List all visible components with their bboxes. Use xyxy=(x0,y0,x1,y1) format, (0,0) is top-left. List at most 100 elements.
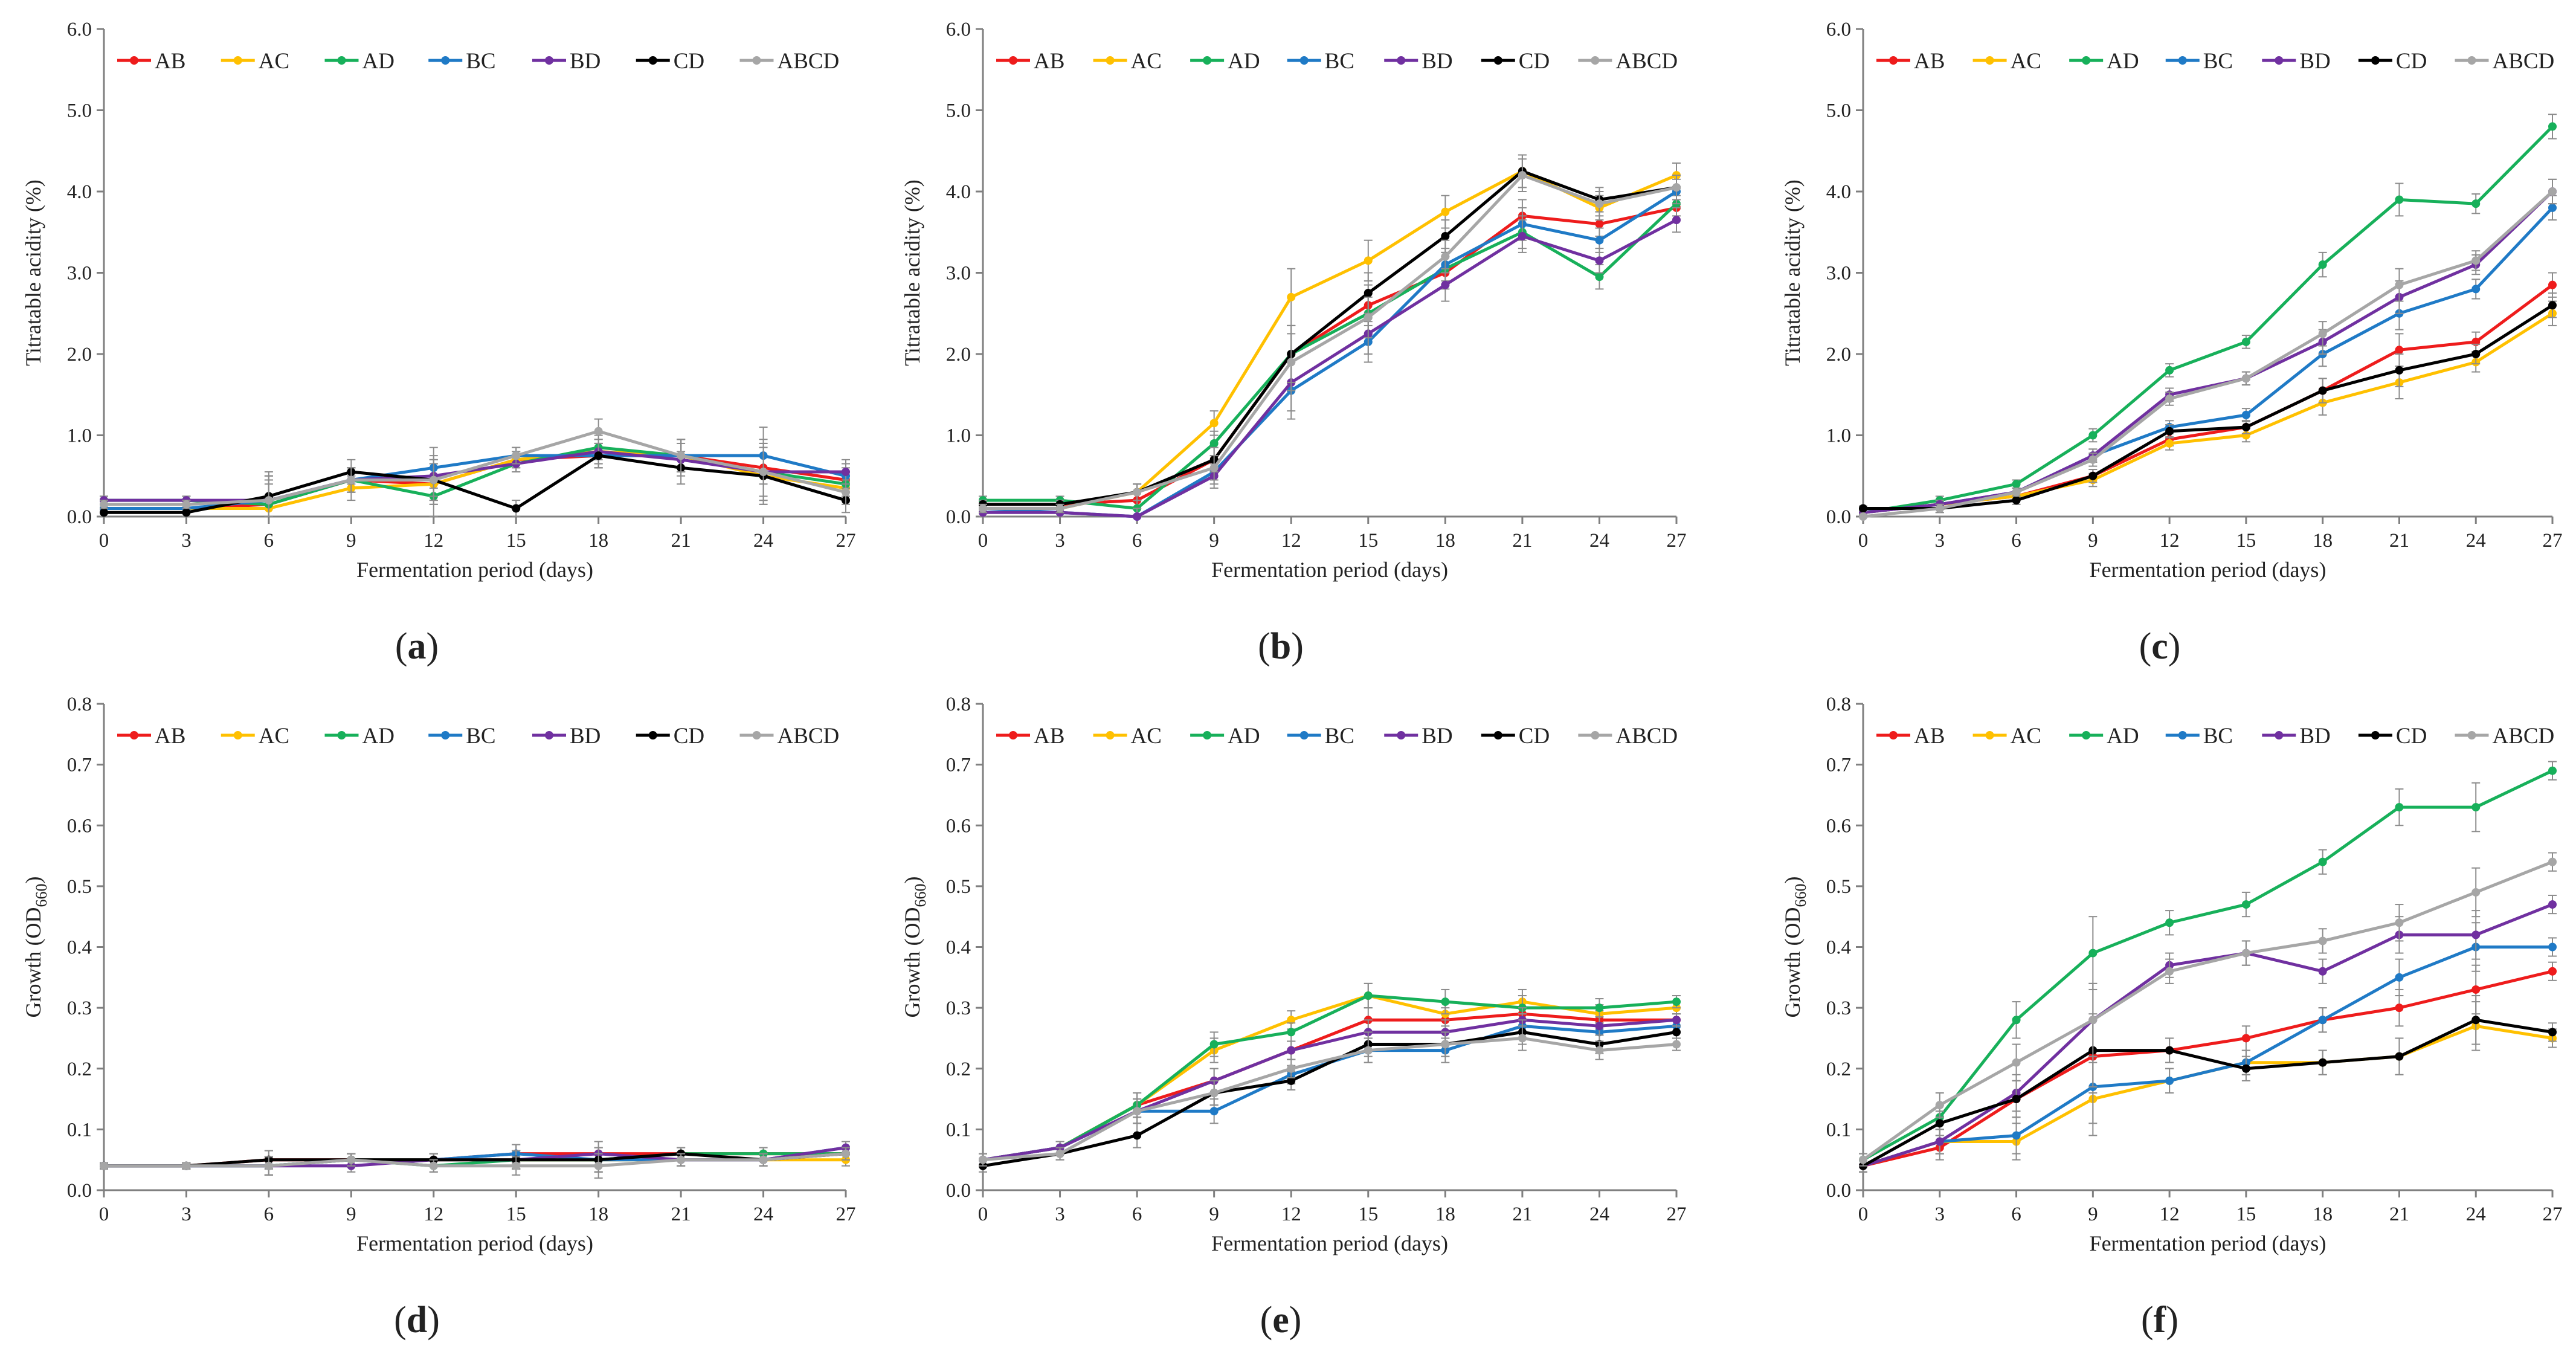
panel-label-open: ( xyxy=(2139,626,2152,667)
panel-label: (d) xyxy=(394,1300,440,1341)
y-tick-label: 1.0 xyxy=(67,425,92,447)
data-point-ab xyxy=(2548,967,2557,976)
data-point-ab xyxy=(2241,1034,2250,1043)
x-tick-label: 6 xyxy=(1132,530,1142,552)
series-line-bd xyxy=(982,1018,1677,1162)
data-point-ad xyxy=(2548,766,2557,775)
data-point-ab xyxy=(2548,280,2557,289)
data-point-ad xyxy=(2088,431,2098,440)
data-point-abcd xyxy=(1518,1034,1527,1043)
panel-label-close: ) xyxy=(427,626,439,667)
panel-label-open: ( xyxy=(395,626,408,667)
x-tick-label: 0 xyxy=(99,1203,109,1225)
series-line-bd xyxy=(104,449,846,502)
data-point-abcd xyxy=(512,1161,521,1170)
series-line-bd xyxy=(983,218,1678,518)
data-point-abcd xyxy=(1595,1046,1604,1055)
y-tick-label: 0.0 xyxy=(946,506,971,528)
data-point-abcd xyxy=(1441,1040,1450,1049)
data-point-cd xyxy=(1859,504,1867,513)
y-tick-label: 1.0 xyxy=(946,425,971,447)
x-tick-label: 24 xyxy=(1589,530,1609,552)
legend-label-abcd: ABCD xyxy=(1615,724,1678,749)
y-axis-title-close: ) xyxy=(900,877,924,884)
data-point-ad xyxy=(2471,199,2481,208)
x-tick-label: 9 xyxy=(1209,530,1219,552)
data-point-cd xyxy=(2012,496,2021,505)
data-point-abcd xyxy=(1595,199,1604,208)
data-point-abcd xyxy=(512,451,521,460)
x-tick-label: 0 xyxy=(99,530,109,552)
y-tick-label: 0.5 xyxy=(1826,876,1851,898)
y-axis-title: Growth (OD660) xyxy=(900,877,929,1018)
data-point-ac xyxy=(1364,256,1373,265)
legend-marker-ad xyxy=(337,731,346,739)
series-abcd xyxy=(1859,178,2557,521)
legend-marker-bd xyxy=(2275,731,2284,739)
x-tick-label: 15 xyxy=(2236,1203,2256,1225)
series-bd xyxy=(1859,178,2557,517)
legend-marker-ac xyxy=(233,731,242,739)
legend-label-ac: AC xyxy=(1131,49,1162,74)
legend-label-bd: BD xyxy=(2299,49,2330,74)
y-tick-label: 6.0 xyxy=(67,19,92,40)
data-point-abcd xyxy=(1859,1155,1867,1164)
legend-label-bc: BC xyxy=(1325,49,1354,74)
data-point-abcd xyxy=(429,475,438,485)
data-point-cd xyxy=(1133,1131,1142,1140)
x-tick-label: 0 xyxy=(1858,1203,1869,1225)
data-point-cd xyxy=(512,504,521,513)
series-ab xyxy=(1859,272,2557,517)
data-point-bd xyxy=(1518,231,1527,240)
data-point-abcd xyxy=(2318,329,2327,338)
data-point-cd xyxy=(1364,289,1373,298)
x-tick-label: 27 xyxy=(1667,1203,1687,1225)
x-tick-label: 12 xyxy=(1281,1203,1301,1225)
y-tick-label: 0.0 xyxy=(67,1180,92,1202)
x-tick-label: 27 xyxy=(1667,530,1687,552)
legend-label-bc: BC xyxy=(2203,49,2233,74)
series-abcd xyxy=(100,1147,850,1179)
legend-marker-abcd xyxy=(752,731,761,739)
legend-label-bd: BD xyxy=(570,724,601,749)
panel-label: (a) xyxy=(395,626,439,667)
x-tick-label: 3 xyxy=(1055,530,1065,552)
data-point-abcd xyxy=(2548,857,2557,866)
panel-label-close: ) xyxy=(1291,626,1304,667)
y-tick-label: 3.0 xyxy=(67,263,92,285)
data-point-abcd xyxy=(2395,280,2404,289)
legend-marker-bd xyxy=(544,731,553,739)
x-tick-label: 9 xyxy=(2088,1203,2098,1225)
legend-marker-ad xyxy=(337,56,346,65)
x-tick-label: 9 xyxy=(1209,1203,1219,1225)
data-point-abcd xyxy=(1287,358,1296,367)
data-point-bd xyxy=(1672,216,1681,225)
legend-label-ab: AB xyxy=(1914,49,1945,74)
y-tick-label: 0.8 xyxy=(67,694,92,715)
x-tick-label: 27 xyxy=(2543,1203,2563,1225)
y-axis-title-main: Growth (OD xyxy=(900,907,924,1018)
legend-label-ab: AB xyxy=(155,724,185,749)
y-tick-label: 5.0 xyxy=(67,100,92,122)
legend-label-bd: BD xyxy=(2299,724,2330,749)
y-axis-title: Growth (OD660) xyxy=(21,877,50,1018)
data-point-abcd xyxy=(759,1155,768,1164)
data-point-cd xyxy=(2395,366,2404,375)
data-point-abcd xyxy=(1859,512,1867,521)
x-tick-label: 15 xyxy=(2236,530,2256,552)
legend-marker-bc xyxy=(1299,731,1309,739)
data-point-ad xyxy=(2395,195,2404,204)
series-line-ab xyxy=(1863,283,2554,514)
panel-label-close: ) xyxy=(427,1300,440,1341)
y-tick-label: 0.6 xyxy=(67,815,92,837)
series-line-ad xyxy=(983,202,1678,511)
data-point-abcd xyxy=(100,1161,108,1170)
legend-marker-ac xyxy=(1985,56,1994,65)
panel-label-close: ) xyxy=(2168,626,2181,667)
series-abcd xyxy=(979,1025,1681,1167)
y-axis-title: Growth (OD660) xyxy=(1780,877,1809,1018)
y-tick-label: 2.0 xyxy=(1826,344,1851,366)
series-line-abcd xyxy=(1863,190,2554,518)
x-tick-label: 0 xyxy=(978,1203,988,1225)
series-line-bd xyxy=(1863,903,2553,1168)
